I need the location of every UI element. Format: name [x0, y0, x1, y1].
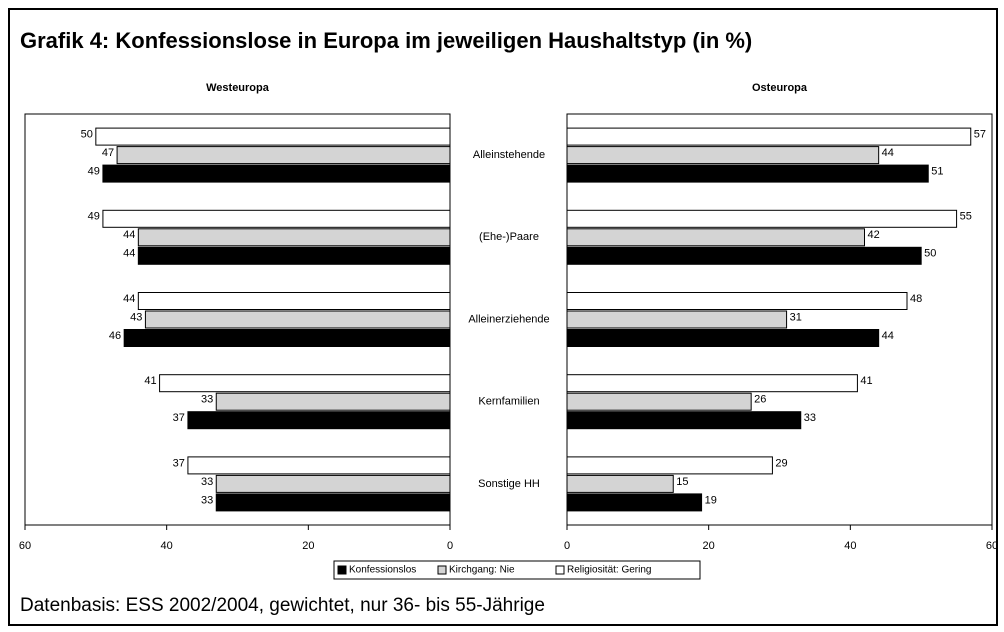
x-tick-label: 20 — [703, 540, 715, 552]
bar — [215, 493, 451, 512]
category-label: Alleinerziehende — [468, 313, 549, 325]
bar — [144, 310, 451, 329]
value-label: 50 — [924, 248, 936, 260]
value-label: 44 — [882, 330, 894, 342]
legend-swatch — [555, 565, 565, 575]
value-label: 29 — [775, 457, 787, 469]
x-tick-label: 40 — [161, 540, 173, 552]
bar — [123, 329, 451, 347]
bar — [566, 329, 880, 347]
value-label: 15 — [676, 476, 688, 488]
x-tick-label: 40 — [844, 540, 856, 552]
bar — [566, 456, 773, 475]
bar — [137, 246, 451, 265]
bar — [566, 209, 958, 228]
value-label: 41 — [144, 375, 156, 387]
bar — [566, 292, 908, 310]
bar — [566, 146, 880, 165]
chart-title: Grafik 4: Konfessionslose in Europa im j… — [20, 28, 752, 53]
bar — [566, 246, 922, 265]
category-label: Alleinstehende — [473, 149, 545, 161]
value-label: 33 — [201, 394, 213, 406]
value-label: 43 — [130, 311, 142, 323]
panel-title: Osteuropa — [752, 82, 808, 94]
legend-label: Konfessionslos — [349, 565, 416, 576]
x-tick-label: 60 — [986, 540, 998, 552]
value-label: 49 — [88, 166, 100, 178]
category-label: (Ehe-)Paare — [479, 231, 539, 243]
category-label: Sonstige HH — [478, 478, 540, 490]
value-label: 57 — [974, 129, 986, 141]
bar — [187, 456, 451, 475]
bar — [566, 228, 865, 247]
value-label: 47 — [102, 147, 114, 159]
value-label: 46 — [109, 330, 121, 342]
x-tick-label: 20 — [302, 540, 314, 552]
value-label: 44 — [882, 147, 894, 159]
bar — [566, 374, 858, 393]
x-tick-label: 60 — [19, 540, 31, 552]
value-label: 26 — [754, 394, 766, 406]
panel-title: Westeuropa — [206, 82, 270, 94]
legend-swatch — [437, 565, 447, 575]
bar — [566, 474, 674, 493]
value-label: 33 — [804, 412, 816, 424]
value-label: 44 — [123, 293, 135, 305]
value-label: 19 — [705, 494, 717, 506]
value-label: 49 — [88, 211, 100, 223]
bar — [102, 164, 451, 183]
bar — [566, 164, 929, 183]
value-label: 33 — [201, 476, 213, 488]
value-label: 44 — [123, 229, 135, 241]
x-tick-label: 0 — [564, 540, 570, 552]
bar — [116, 146, 451, 165]
bar — [215, 392, 451, 411]
legend-label: Kirchgang: Nie — [449, 565, 515, 576]
value-label: 48 — [910, 293, 922, 305]
value-label: 37 — [173, 457, 185, 469]
value-label: 50 — [81, 129, 93, 141]
value-label: 42 — [868, 229, 880, 241]
value-label: 41 — [860, 375, 872, 387]
bar — [215, 474, 451, 493]
bar — [566, 411, 802, 430]
legend-swatch — [337, 565, 347, 575]
legend-label: Religiosität: Gering — [567, 565, 651, 576]
legend-box — [333, 560, 701, 580]
bar — [137, 292, 451, 310]
bar — [95, 127, 451, 146]
value-label: 51 — [931, 166, 943, 178]
value-label: 44 — [123, 248, 135, 260]
category-label: Kernfamilien — [478, 396, 539, 408]
source-note: Datenbasis: ESS 2002/2004, gewichtet, nu… — [20, 595, 545, 616]
value-label: 37 — [173, 412, 185, 424]
x-tick-label: 0 — [447, 540, 453, 552]
bar — [102, 209, 451, 228]
value-label: 33 — [201, 494, 213, 506]
value-label: 55 — [960, 211, 972, 223]
bar — [187, 411, 451, 430]
bar — [566, 310, 788, 329]
bar — [566, 127, 972, 146]
bar — [566, 493, 703, 512]
bar — [159, 374, 451, 393]
bar — [566, 392, 752, 411]
value-label: 31 — [790, 311, 802, 323]
bar — [137, 228, 451, 247]
